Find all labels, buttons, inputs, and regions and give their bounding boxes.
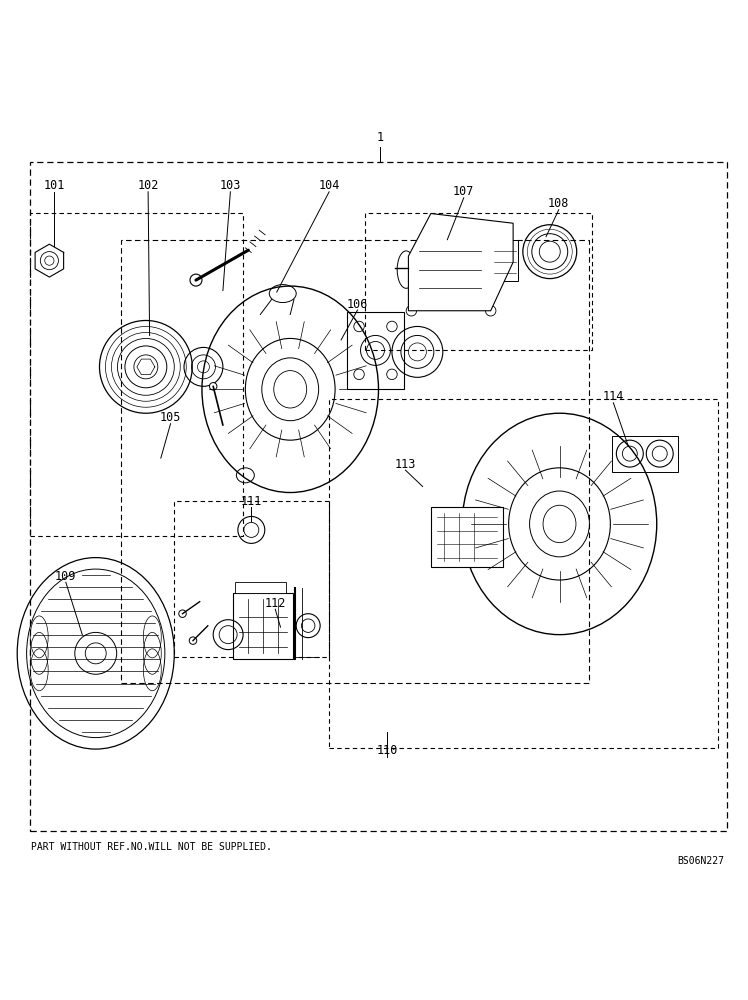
Text: 102: 102: [138, 179, 159, 192]
Text: 112: 112: [265, 597, 286, 610]
Circle shape: [189, 637, 197, 644]
Bar: [347, 312, 404, 389]
Text: 106: 106: [347, 298, 368, 311]
Text: PART WITHOUT REF.NO.WILL NOT BE SUPPLIED.: PART WITHOUT REF.NO.WILL NOT BE SUPPLIED…: [31, 842, 272, 852]
Text: 101: 101: [43, 179, 64, 192]
Bar: [30, 162, 727, 831]
Bar: [612, 436, 678, 472]
Bar: [329, 399, 718, 748]
Bar: [121, 240, 589, 683]
Text: 109: 109: [55, 570, 76, 583]
Text: 110: 110: [377, 744, 398, 757]
Text: 103: 103: [220, 179, 241, 192]
Text: BS06N227: BS06N227: [677, 856, 724, 866]
Text: 104: 104: [319, 179, 340, 192]
Text: 108: 108: [548, 197, 569, 210]
Text: 107: 107: [453, 185, 474, 198]
Text: 111: 111: [241, 495, 262, 508]
Bar: [174, 501, 329, 657]
Bar: [431, 507, 503, 567]
Circle shape: [209, 383, 217, 390]
Circle shape: [45, 256, 54, 265]
Circle shape: [190, 274, 202, 286]
Text: 105: 105: [160, 411, 181, 424]
Text: 114: 114: [603, 390, 624, 403]
Text: 113: 113: [395, 458, 416, 471]
Bar: [365, 213, 592, 350]
Circle shape: [179, 610, 186, 617]
Bar: [492, 240, 518, 281]
Polygon shape: [408, 214, 513, 311]
Text: 1: 1: [376, 131, 384, 144]
Bar: [30, 213, 243, 536]
Bar: [233, 593, 293, 659]
Bar: [235, 582, 286, 593]
